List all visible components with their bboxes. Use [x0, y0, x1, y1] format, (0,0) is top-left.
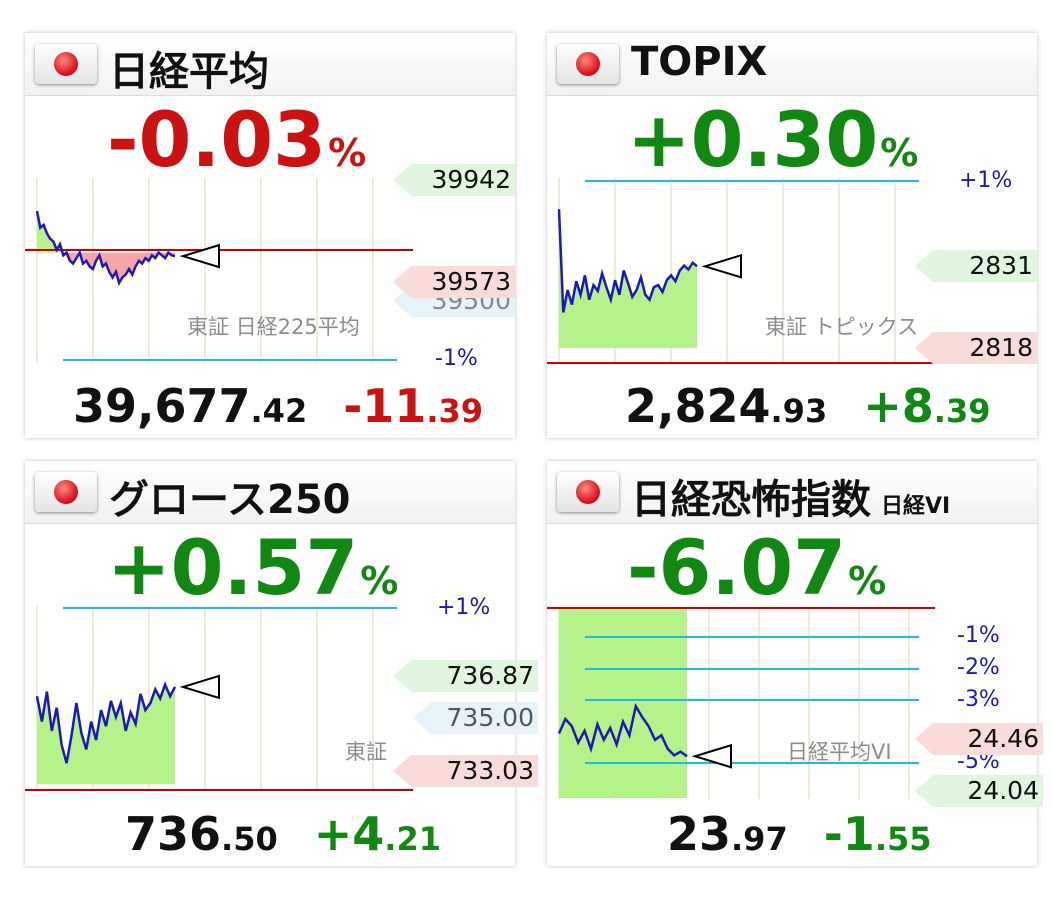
- session-highlight: [559, 608, 687, 798]
- price-line: [35, 210, 176, 286]
- price-row: 23.97 -1.55: [667, 807, 932, 861]
- price-row: 39,677.42 -11.39: [73, 379, 484, 433]
- last-marker: [179, 243, 220, 269]
- source-label: 東証 日経225平均: [187, 315, 360, 339]
- price: 39,677: [73, 379, 251, 433]
- panel-header: グロース250: [25, 461, 515, 524]
- mid-tag: 735.00: [413, 702, 538, 734]
- price: 2,824: [625, 379, 771, 433]
- panel-topix: TOPIX +0.30% +1% 2831 2818 東証 トピックス 2,82…: [547, 33, 1037, 438]
- level-label-2: -2%: [957, 655, 1000, 680]
- fill-up: [559, 209, 697, 348]
- chart-nikkei: [25, 178, 413, 363]
- price-line: [35, 681, 177, 764]
- low-tag: 39573: [393, 266, 515, 298]
- price-row: 2,824.93 +8.39: [625, 379, 991, 433]
- japan-flag-icon: [35, 472, 97, 512]
- source-label: 日経平均VI: [787, 740, 892, 764]
- last-marker: [691, 743, 732, 769]
- change-percent: +0.30%: [627, 95, 919, 184]
- fill-up: [37, 684, 175, 785]
- level-lines: [585, 636, 919, 764]
- last-marker: [701, 253, 742, 279]
- high-tag: 39942: [393, 164, 515, 196]
- fill-down: [37, 252, 175, 283]
- price: 736: [125, 807, 222, 861]
- index-title: 日経恐怖指数 日経VI: [631, 477, 951, 523]
- japan-flag-icon: [557, 44, 619, 84]
- high-tag: 2831: [915, 250, 1037, 282]
- level-label: -1%: [435, 346, 478, 371]
- price-row: 736.50 +4.21: [125, 807, 441, 861]
- low-tag: 2818: [915, 332, 1037, 364]
- level-label-1: -1%: [957, 623, 1000, 648]
- panel-header: 日経恐怖指数 日経VI: [547, 461, 1037, 524]
- gridlines: [36, 178, 374, 363]
- price-change: +4.21: [313, 807, 441, 861]
- japan-flag-icon: [557, 472, 619, 512]
- level-label: +1%: [437, 595, 491, 620]
- chart-nikkei-vi: [547, 607, 935, 799]
- fill-up: [37, 211, 175, 253]
- chart-growth250: [25, 606, 413, 791]
- source-label: 東証: [345, 740, 387, 764]
- panel-growth250: グロース250 +0.57% +1% 736.87 735.00 733.03 …: [25, 461, 538, 866]
- japan-flag-icon: [35, 44, 97, 84]
- change-percent: -6.07%: [627, 523, 887, 612]
- price: 23: [667, 807, 732, 861]
- change-percent: -0.03%: [107, 95, 367, 184]
- index-title: TOPIX: [631, 39, 768, 85]
- panel-header: 日経平均: [25, 33, 515, 96]
- high-tag: 24.46: [915, 723, 1043, 755]
- index-title: グロース250: [109, 477, 351, 523]
- level-label: +1%: [959, 168, 1013, 193]
- price-line: [557, 702, 688, 758]
- high-tag: 736.87: [393, 660, 538, 692]
- low-tag: 24.04: [915, 775, 1043, 807]
- price-change: +8.39: [863, 379, 991, 433]
- index-title: 日経平均: [109, 49, 269, 95]
- low-tag: 733.03: [393, 755, 538, 787]
- last-marker: [179, 674, 220, 700]
- chart-topix: [547, 178, 935, 364]
- price-change: -1.55: [823, 807, 932, 861]
- panel-header: TOPIX: [547, 33, 1037, 96]
- level-label-3: -3%: [957, 687, 1000, 712]
- price-line: [557, 209, 698, 313]
- panel-nikkei-vi: 日経恐怖指数 日経VI -6.07% -1% -2% -3% -5% 24.46 …: [547, 461, 1043, 866]
- price-change: -11.39: [343, 379, 484, 433]
- index-subtitle: 日経VI: [881, 494, 951, 519]
- source-label: 東証 トピックス: [765, 315, 919, 339]
- change-percent: +0.57%: [107, 523, 399, 612]
- panel-nikkei: 日経平均 -0.03% 39942 39500 39573 東証 日経225平均…: [25, 33, 515, 438]
